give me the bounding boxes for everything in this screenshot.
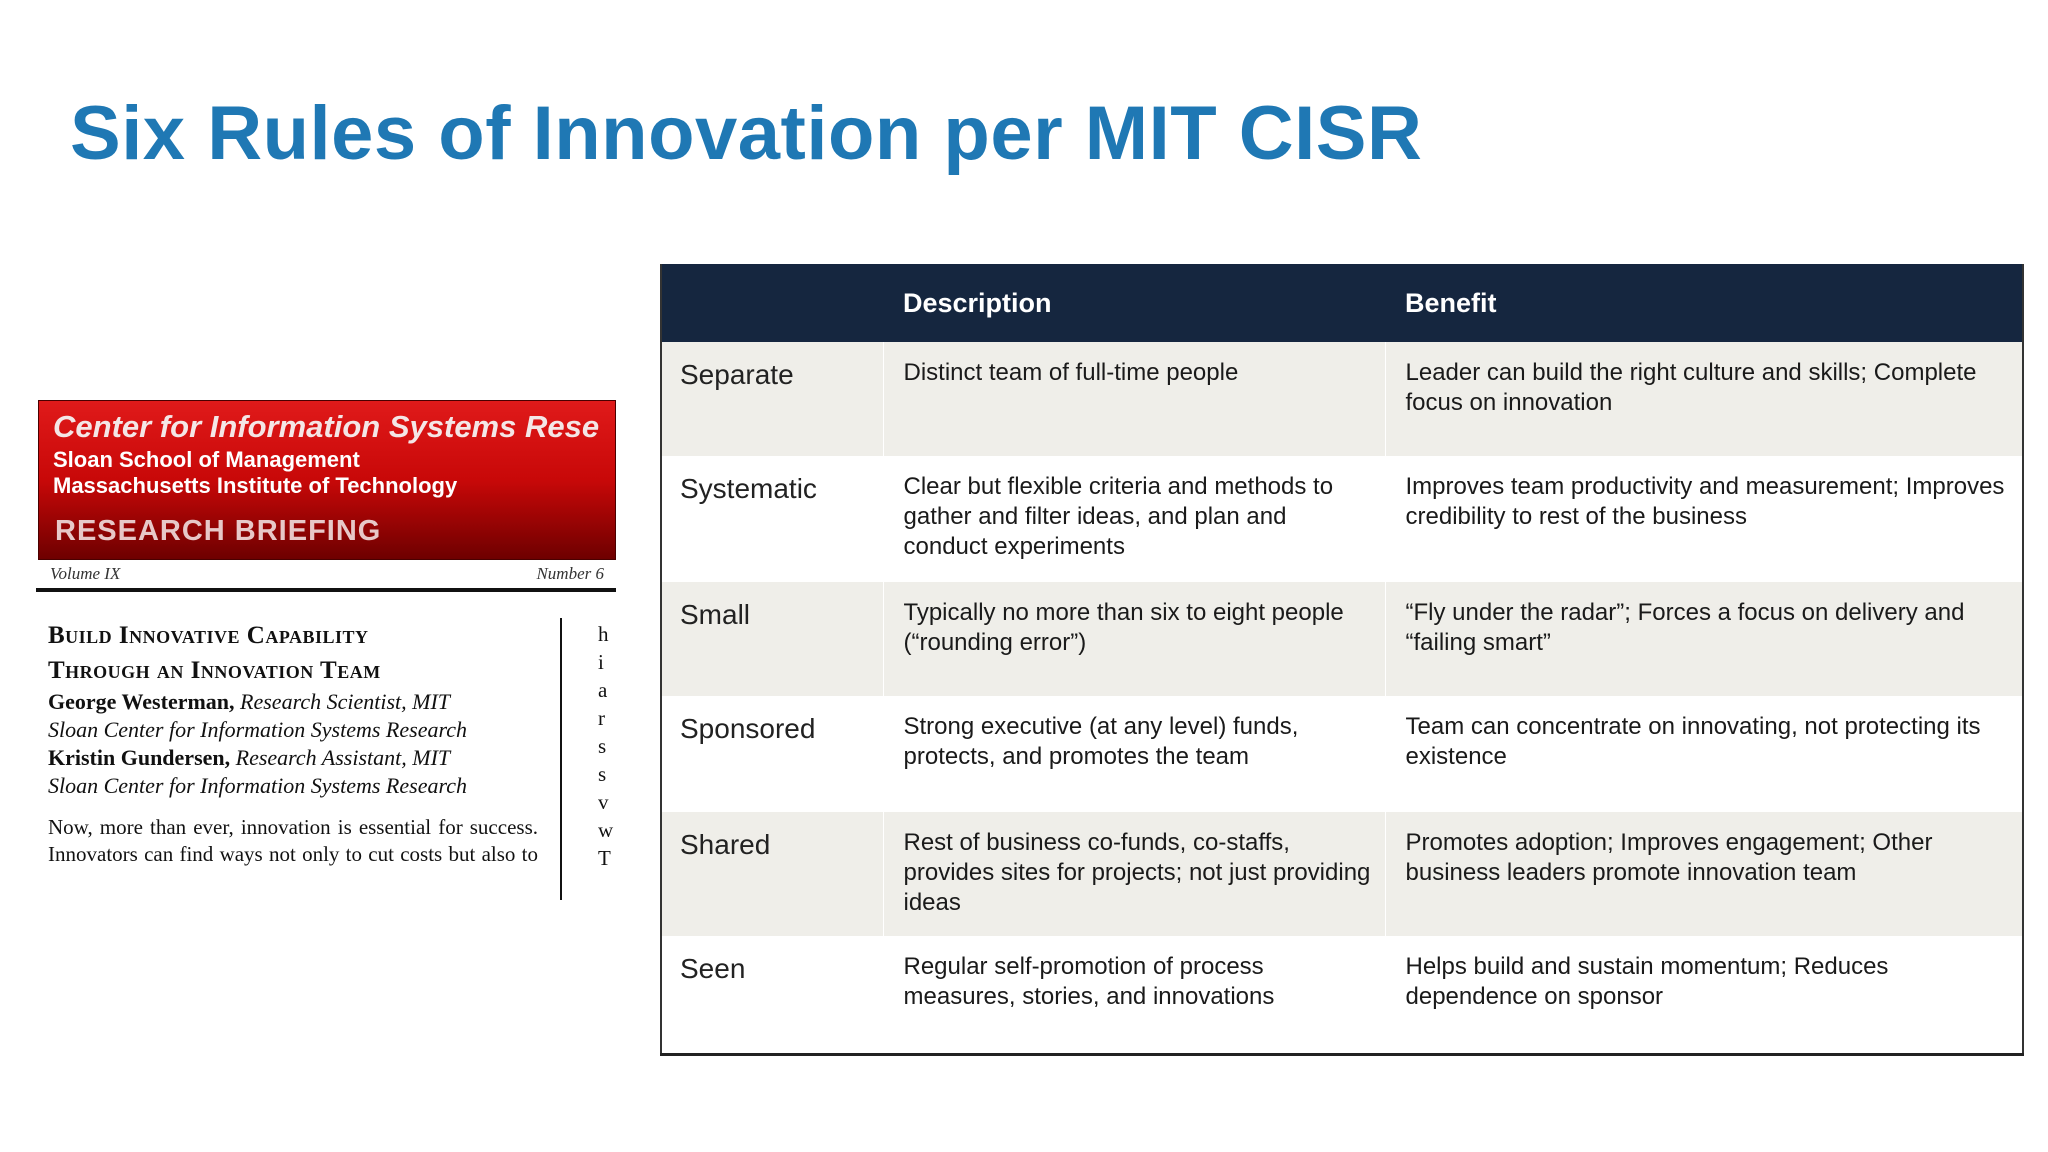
briefing-author-1: George Westerman, Research Scientist, MI… <box>48 688 568 716</box>
table-header-row: Description Benefit <box>661 264 2023 342</box>
header-benefit: Benefit <box>1405 287 1497 318</box>
rule-name: Sponsored <box>680 713 816 744</box>
table-row: Separate Distinct team of full-time peop… <box>661 342 2023 456</box>
rule-description: Regular self-promotion of process measur… <box>882 936 1385 1054</box>
briefing-headline-line1: Build Innovative Capability <box>48 622 369 649</box>
rule-description: Strong executive (at any level) funds, p… <box>882 696 1385 812</box>
column2-fragment: s <box>598 762 607 786</box>
briefing-headline-line2: Through an Innovation Team <box>48 657 381 684</box>
briefing-divider <box>36 588 616 592</box>
rule-benefit: Team can concentrate on innovating, not … <box>1384 696 2023 812</box>
table-row: Sponsored Strong executive (at any level… <box>661 696 2023 812</box>
rule-benefit: Promotes adoption; Improves engagement; … <box>1384 812 2023 936</box>
briefing-center-name: Center for Information Systems Rese <box>53 409 600 444</box>
rule-name: Systematic <box>680 473 817 504</box>
column2-fragment: s <box>598 734 607 758</box>
table-row: Shared Rest of business co-funds, co-sta… <box>661 812 2023 936</box>
briefing-banner: Center for Information Systems Rese Sloa… <box>38 400 616 560</box>
briefing-body-text: Now, more than ever, innovation is essen… <box>48 815 538 874</box>
column2-fragment: a <box>598 678 608 702</box>
briefing-headline: Build Innovative Capability Through an I… <box>48 618 568 688</box>
table-row: Seen Regular self-promotion of process m… <box>661 936 2023 1054</box>
briefing-column-rule <box>560 618 562 900</box>
rule-benefit: Leader can build the right culture and s… <box>1384 342 2023 456</box>
briefing-second-column: h i a r s s v w T <box>598 620 616 872</box>
briefing-number: Number 6 <box>536 564 604 583</box>
header-description: Description <box>903 287 1052 318</box>
rule-name: Shared <box>680 829 771 860</box>
briefing-first-column: Build Innovative Capability Through an I… <box>48 618 568 874</box>
column2-fragment: T <box>598 846 611 870</box>
briefing-institute-name: Massachusetts Institute of Technology <box>53 473 458 498</box>
rule-description: Distinct team of full-time people <box>882 342 1385 456</box>
rule-name: Small <box>680 599 751 630</box>
rule-description: Clear but flexible criteria and methods … <box>882 456 1385 582</box>
author-2-role: Research Assistant, MIT <box>235 745 451 770</box>
author-2-name: Kristin Gundersen, <box>48 745 231 770</box>
column2-fragment: w <box>598 818 614 842</box>
innovation-rules-table: Description Benefit Separate Distinct te… <box>660 264 2024 1056</box>
rule-description: Typically no more than six to eight peop… <box>882 582 1385 696</box>
rule-description: Rest of business co-funds, co-staffs, pr… <box>882 812 1385 936</box>
rule-benefit: Improves team productivity and measureme… <box>1384 456 2023 582</box>
header-rule <box>661 264 883 342</box>
slide-title: Six Rules of Innovation per MIT CISR <box>70 91 1423 176</box>
briefing-author-2: Kristin Gundersen, Research Assistant, M… <box>48 744 568 772</box>
column2-fragment: r <box>598 706 605 730</box>
rule-benefit: Helps build and sustain momentum; Reduce… <box>1384 936 2023 1054</box>
table-row: Systematic Clear but flexible criteria a… <box>661 456 2023 582</box>
research-briefing-excerpt: Center for Information Systems Rese Sloa… <box>36 400 616 900</box>
author-2-affiliation: Sloan Center for Information Systems Res… <box>48 773 467 798</box>
column2-fragment: i <box>598 650 604 674</box>
column2-fragment: v <box>598 790 609 814</box>
author-1-role: Research Scientist, MIT <box>240 689 451 714</box>
author-1-name: George Westerman, <box>48 689 235 714</box>
table-row: Small Typically no more than six to eigh… <box>661 582 2023 696</box>
briefing-kind: RESEARCH BRIEFING <box>55 515 382 547</box>
rule-name: Separate <box>680 359 794 390</box>
briefing-volume: Volume IX <box>50 564 121 583</box>
column2-fragment: h <box>598 622 609 646</box>
rule-benefit: “Fly under the radar”; Forces a focus on… <box>1384 582 2023 696</box>
author-1-affiliation: Sloan Center for Information Systems Res… <box>48 717 467 742</box>
briefing-school-name: Sloan School of Management <box>53 447 360 472</box>
rule-name: Seen <box>680 953 746 984</box>
